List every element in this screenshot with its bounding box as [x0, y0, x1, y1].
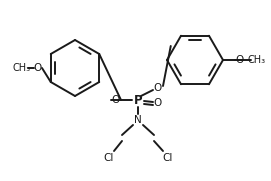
Text: O: O	[235, 55, 243, 65]
Text: P: P	[134, 94, 142, 106]
Text: O: O	[154, 98, 162, 108]
Text: N: N	[134, 115, 142, 125]
Text: Cl: Cl	[104, 153, 114, 163]
Text: Cl: Cl	[163, 153, 173, 163]
Text: O: O	[34, 63, 42, 73]
Text: CH₃: CH₃	[248, 55, 266, 65]
Text: O: O	[154, 83, 162, 93]
Text: CH₃: CH₃	[13, 63, 31, 73]
Text: O: O	[112, 95, 120, 105]
